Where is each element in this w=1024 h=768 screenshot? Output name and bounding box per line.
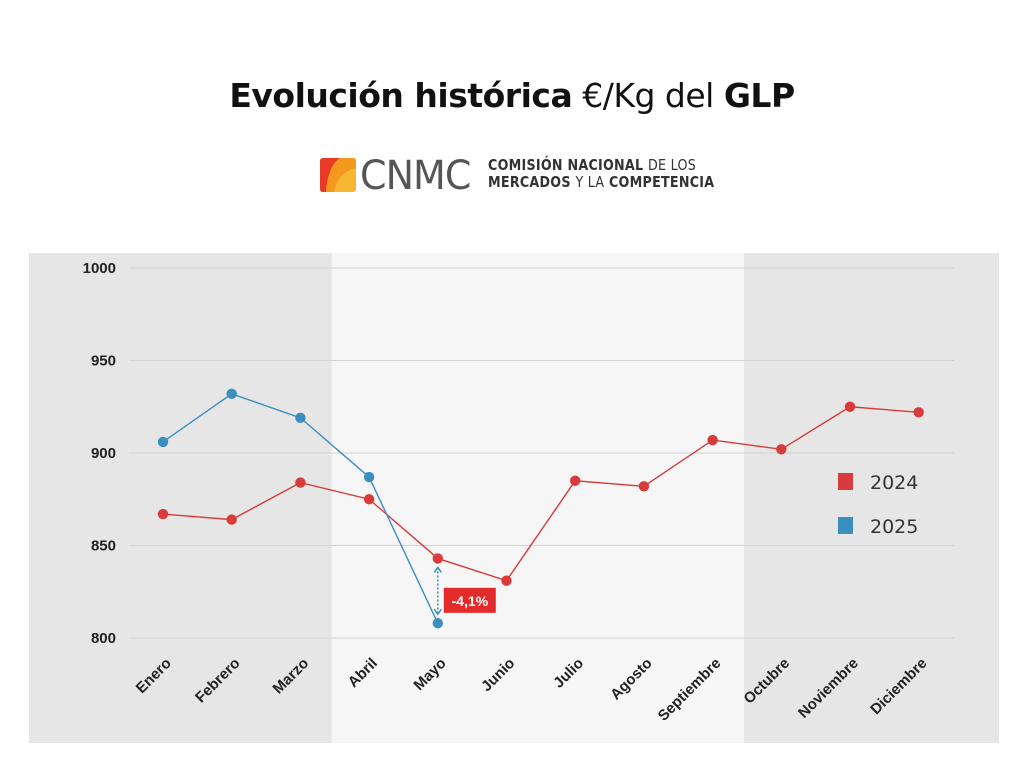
- legend: 2024 2025: [838, 472, 918, 538]
- background-bands: [29, 253, 999, 743]
- cnmc-logo: CNMC COMISIÓN NACIONAL DE LOS MERCADOS Y…: [320, 153, 720, 199]
- data-point: [501, 575, 512, 586]
- data-point: [295, 477, 306, 488]
- data-point: [157, 508, 169, 520]
- data-point: [363, 471, 375, 483]
- shaded-band-3: [743, 253, 999, 743]
- title-regular-part: €/Kg del: [582, 76, 714, 115]
- y-tick-label: 1000: [83, 260, 116, 277]
- series-2025: [157, 388, 443, 629]
- legend-label-2024: 2024: [870, 472, 918, 494]
- data-point: [363, 494, 375, 505]
- logo-line1-bold: COMISIÓN NACIONAL: [488, 156, 644, 174]
- data-point: [570, 475, 581, 486]
- gridlines: [129, 267, 954, 639]
- cnmc-logo-mark-icon: [320, 158, 356, 192]
- legend-swatch-2025: [838, 517, 853, 534]
- series-2024: [157, 401, 924, 586]
- annotation-arrowhead-up-icon: [433, 566, 442, 573]
- data-point: [844, 401, 856, 412]
- title-bold-part: Evolución histórica: [229, 76, 573, 115]
- legend-label-2025: 2025: [870, 516, 918, 538]
- data-point: [157, 436, 169, 448]
- logo-line1-light: DE LOS: [648, 156, 697, 174]
- data-point: [913, 407, 924, 418]
- chart-title: Evolución histórica €/Kg del GLP: [0, 76, 1024, 115]
- y-axis-ticks: 800 850 900 950 1000: [83, 260, 116, 647]
- annotation-arrowhead-down-icon: [433, 608, 442, 616]
- annotation-label: -4,1%: [452, 593, 489, 609]
- logo-line2-bold-a: MERCADOS: [488, 173, 571, 191]
- data-point: [776, 444, 787, 455]
- data-point: [295, 412, 306, 424]
- y-tick-label: 950: [91, 353, 116, 370]
- y-tick-label: 900: [91, 445, 116, 462]
- annotation-badge: [443, 587, 496, 613]
- cnmc-wordmark: CNMC: [360, 153, 471, 199]
- data-point: [226, 388, 237, 399]
- logo-line2-bold-b: COMPETENCIA: [608, 173, 715, 191]
- title-bold-end: GLP: [723, 76, 795, 115]
- series-line-2024: [162, 406, 919, 582]
- y-tick-label: 850: [91, 538, 116, 555]
- logo-line2-light: Y LA: [575, 173, 605, 191]
- legend-swatch-2024: [838, 473, 853, 490]
- cnmc-full-name: COMISIÓN NACIONAL DE LOS MERCADOS Y LA C…: [488, 157, 714, 191]
- series-lines: [157, 388, 924, 629]
- shaded-band-1: [29, 253, 338, 743]
- data-point: [707, 434, 718, 446]
- data-point: [226, 514, 237, 525]
- data-point: [638, 481, 650, 492]
- change-annotation: -4,1%: [433, 566, 496, 616]
- y-tick-label: 800: [91, 630, 116, 647]
- data-point: [432, 553, 443, 564]
- data-point: [432, 618, 443, 629]
- shaded-band-2: [331, 253, 750, 743]
